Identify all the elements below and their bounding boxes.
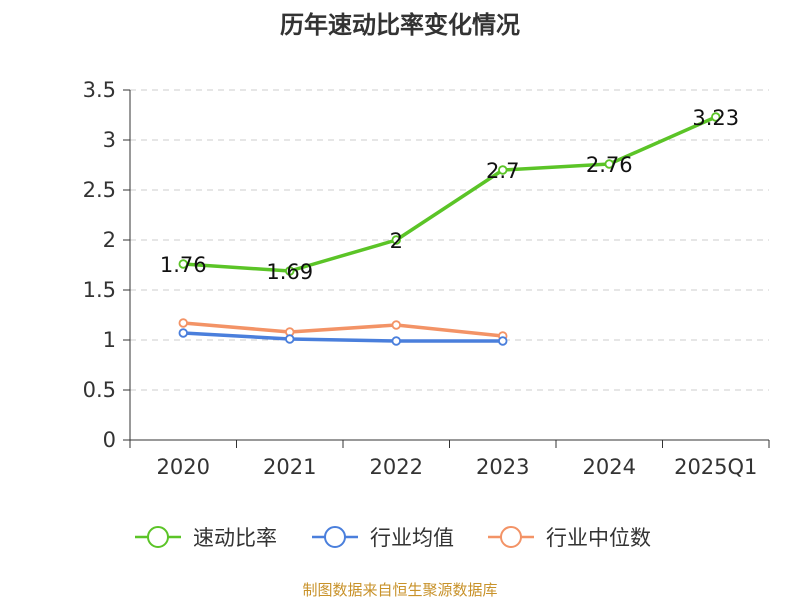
- y-tick-label: 3: [103, 128, 116, 152]
- legend-item: 行业均值: [312, 526, 454, 550]
- data-point: [711, 112, 721, 122]
- x-tick-label: 2025Q1: [674, 455, 757, 479]
- legend: 速动比率 行业均值 行业中位数: [135, 526, 651, 550]
- chart-title: 历年速动比率变化情况: [280, 11, 520, 39]
- y-tick-label: 0: [103, 428, 116, 452]
- legend-swatch-marker: [500, 526, 522, 548]
- series-lines: [178, 112, 721, 346]
- data-label: 3.23: [692, 106, 739, 130]
- y-tick-label: 3.5: [83, 78, 116, 102]
- data-point: [285, 266, 295, 276]
- series-line: [181, 321, 505, 338]
- data-label: 2.7: [486, 159, 519, 183]
- legend-label: 行业中位数: [546, 526, 651, 550]
- data-point: [391, 235, 401, 245]
- x-tick-label: 2021: [263, 455, 316, 479]
- series-line: [181, 331, 505, 343]
- data-point: [498, 336, 508, 346]
- x-tick-label: 2024: [583, 455, 636, 479]
- series-line: [181, 115, 718, 273]
- data-label: 2.76: [586, 153, 633, 177]
- data-label: 2: [390, 229, 403, 253]
- data-point: [178, 318, 188, 328]
- x-tick-label: 2022: [370, 455, 423, 479]
- data-point: [604, 159, 614, 169]
- legend-item: 行业中位数: [488, 526, 651, 550]
- data-label: 1.76: [160, 253, 207, 277]
- data-point: [391, 320, 401, 330]
- axes: 0 0.5 1 1.5 2 2.5 3 3.5 2020 2021 2022 2023 2024 2025…: [83, 78, 770, 479]
- legend-swatch-marker: [147, 526, 169, 548]
- data-label: 1.69: [266, 260, 313, 284]
- legend-item: 速动比率: [135, 526, 277, 550]
- y-tick-label: 0.5: [83, 378, 116, 402]
- x-tick-label: 2023: [476, 455, 529, 479]
- data-point: [391, 336, 401, 346]
- data-labels: 1.76 1.69 2 2.7 2.76 3.23: [160, 106, 739, 284]
- data-point: [285, 334, 295, 344]
- legend-swatch-marker: [324, 526, 346, 548]
- data-point: [498, 165, 508, 175]
- y-tick-label: 1.5: [83, 278, 116, 302]
- y-tick-label: 1: [103, 328, 116, 352]
- x-tick-label: 2020: [157, 455, 210, 479]
- legend-label: 行业均值: [370, 526, 454, 550]
- y-tick-label: 2: [103, 228, 116, 252]
- data-point: [178, 259, 188, 269]
- data-point: [178, 328, 188, 338]
- y-tick-label: 2.5: [83, 178, 116, 202]
- source-note: 制图数据来自恒生聚源数据库: [302, 581, 497, 599]
- legend-label: 速动比率: [193, 526, 277, 550]
